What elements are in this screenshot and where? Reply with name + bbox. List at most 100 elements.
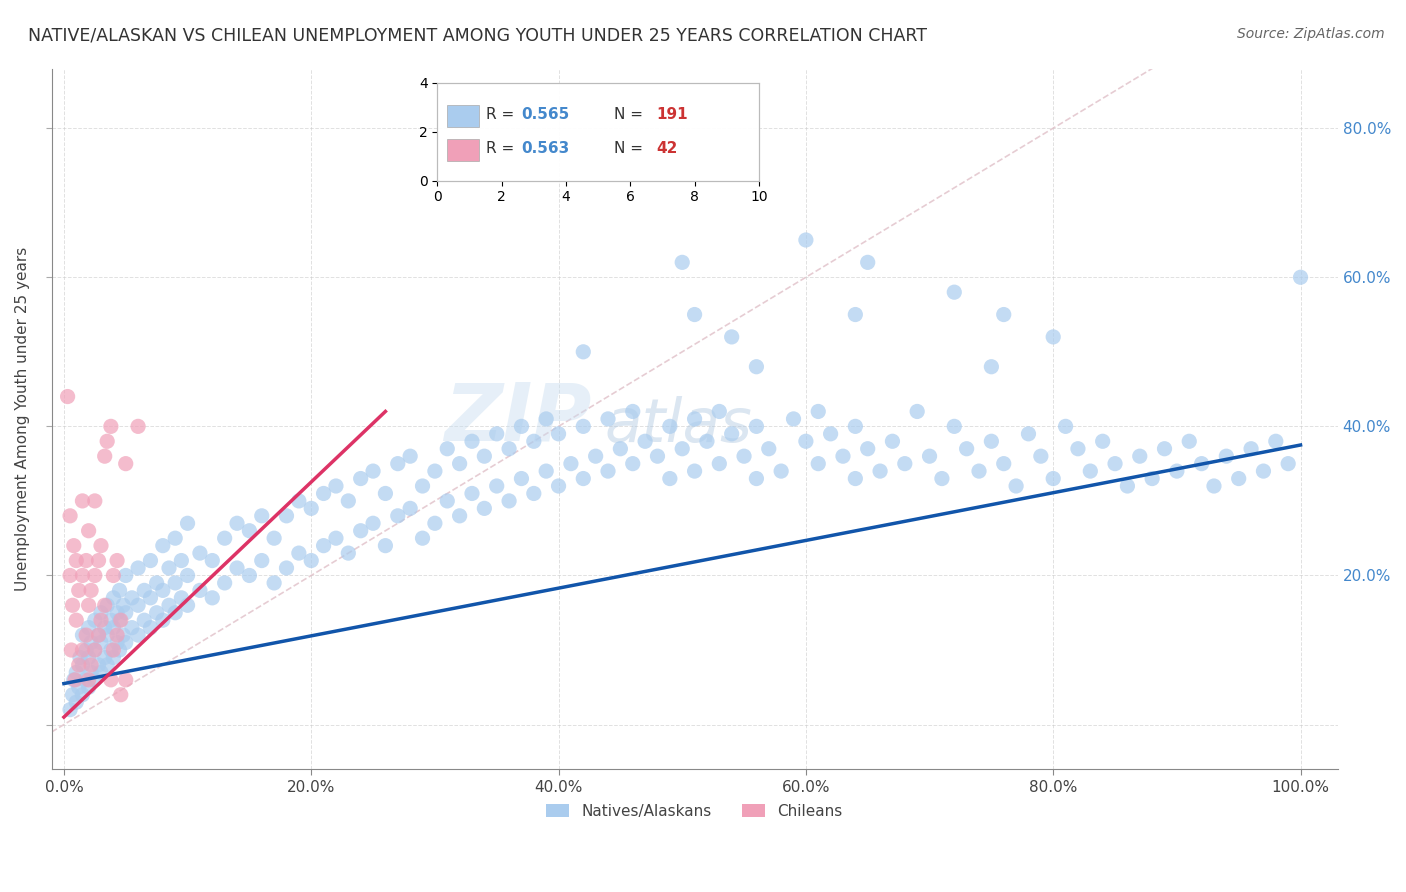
Point <box>77 673 100 687</box>
Point <box>90 613 112 627</box>
Point <box>980 359 1002 374</box>
Point <box>856 255 879 269</box>
Point <box>1067 442 1090 456</box>
Point <box>80 635 103 649</box>
Point <box>75 553 97 567</box>
Point <box>114 568 136 582</box>
Point <box>658 471 681 485</box>
Point <box>461 434 484 449</box>
Point <box>62 599 84 613</box>
Point <box>62 688 84 702</box>
Point <box>794 233 817 247</box>
Point <box>931 471 953 485</box>
Point <box>1202 479 1225 493</box>
Point <box>993 308 1015 322</box>
Point <box>65 695 87 709</box>
Point <box>671 255 693 269</box>
Point <box>894 457 917 471</box>
Point <box>720 330 742 344</box>
Point <box>134 583 156 598</box>
Point <box>943 285 966 300</box>
Point <box>299 501 322 516</box>
Point <box>449 457 471 471</box>
Point <box>83 673 105 687</box>
Point <box>65 665 87 680</box>
Point <box>83 643 105 657</box>
Point <box>918 449 941 463</box>
Point <box>361 464 384 478</box>
Point <box>1153 442 1175 456</box>
Point <box>621 404 644 418</box>
Point <box>1091 434 1114 449</box>
Point <box>412 531 434 545</box>
Point <box>276 561 298 575</box>
Point <box>621 457 644 471</box>
Point <box>485 426 508 441</box>
Point <box>423 464 446 478</box>
Point <box>238 568 260 582</box>
Point <box>139 621 162 635</box>
Point <box>127 561 149 575</box>
Point <box>157 599 180 613</box>
Point <box>472 449 495 463</box>
Point <box>73 673 96 687</box>
Point <box>510 471 533 485</box>
Point <box>152 539 174 553</box>
Point <box>69 650 91 665</box>
Point <box>127 419 149 434</box>
Point <box>683 308 706 322</box>
Point <box>114 673 136 687</box>
Point <box>399 449 422 463</box>
Point <box>90 539 112 553</box>
Point <box>596 412 619 426</box>
Point <box>609 442 631 456</box>
Point <box>1191 457 1213 471</box>
Point <box>510 419 533 434</box>
Point <box>449 508 471 523</box>
Point <box>67 657 90 672</box>
Point <box>905 404 928 418</box>
Point <box>96 657 118 672</box>
Point <box>105 635 128 649</box>
Point <box>967 464 990 478</box>
Point <box>745 471 768 485</box>
Point <box>820 426 842 441</box>
Point <box>105 553 128 567</box>
Point <box>90 635 112 649</box>
Point <box>325 479 347 493</box>
Point <box>157 561 180 575</box>
Point <box>93 621 115 635</box>
Point <box>103 621 125 635</box>
Point <box>1005 479 1028 493</box>
Point <box>226 561 249 575</box>
Point <box>93 599 115 613</box>
Point <box>77 681 100 695</box>
Point <box>1029 449 1052 463</box>
Point <box>720 426 742 441</box>
Point <box>108 583 131 598</box>
Point <box>1042 330 1064 344</box>
Point <box>72 494 94 508</box>
Point <box>671 442 693 456</box>
Point <box>350 524 373 538</box>
Point <box>77 524 100 538</box>
Point <box>77 650 100 665</box>
Point <box>461 486 484 500</box>
Point <box>75 628 97 642</box>
Point <box>585 449 607 463</box>
Y-axis label: Unemployment Among Youth under 25 years: Unemployment Among Youth under 25 years <box>15 247 30 591</box>
Point <box>165 576 187 591</box>
Point <box>794 434 817 449</box>
Point <box>1227 471 1250 485</box>
Point <box>745 419 768 434</box>
Point <box>238 524 260 538</box>
Point <box>114 635 136 649</box>
Point <box>423 516 446 531</box>
Point <box>188 546 211 560</box>
Point <box>83 643 105 657</box>
Point <box>1240 442 1263 456</box>
Point <box>214 576 236 591</box>
Point <box>93 449 115 463</box>
Point <box>103 568 125 582</box>
Point <box>980 434 1002 449</box>
